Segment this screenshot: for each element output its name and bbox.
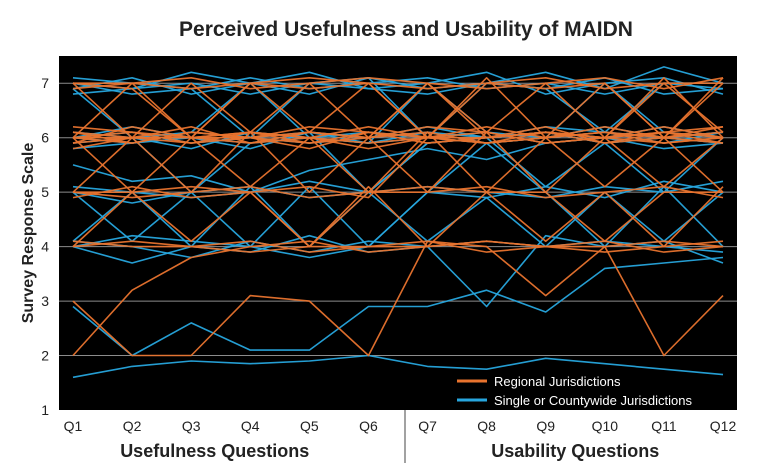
- series-line-regional: [72, 185, 724, 248]
- x-tick-label: Q4: [241, 418, 260, 434]
- series-line-regional: [73, 185, 723, 248]
- series-line-single: [72, 142, 724, 248]
- series-line-regional: [72, 131, 724, 193]
- x-tick-label: Q1: [64, 418, 83, 434]
- group-label: Usability Questions: [491, 441, 659, 461]
- x-tick-label: Q7: [418, 418, 437, 434]
- x-tick-label: Q6: [359, 418, 378, 434]
- series-line-single: [72, 354, 724, 379]
- x-tick-label: Q11: [651, 418, 677, 434]
- x-tick-label: Q10: [592, 418, 619, 434]
- series-line-regional: [72, 240, 724, 357]
- y-tick-label: 6: [41, 130, 49, 146]
- chart-title: Perceived Usefulness and Usability of MA…: [179, 18, 633, 41]
- group-label: Usefulness Questions: [120, 441, 309, 461]
- x-tick-labels: Q1 Q2 Q3 Q4 Q5 Q6 Q7 Q8 Q9 Q10 Q11 Q12: [64, 418, 737, 434]
- series-line-single: [72, 66, 724, 95]
- series-line-single: [72, 77, 724, 95]
- x-tick-label: Q12: [710, 418, 737, 434]
- series-line-regional: [72, 82, 724, 139]
- y-tick-labels: 1 2 3 4 5 6 7: [41, 75, 49, 418]
- series-line-regional: [72, 240, 724, 253]
- plot-area: [59, 56, 737, 410]
- series-line-regional: [72, 240, 724, 357]
- series-line-regional: [72, 77, 724, 90]
- group-labels: Usefulness Questions Usability Questions: [120, 441, 659, 461]
- y-tick-label: 7: [41, 75, 49, 91]
- series-line-regional: [72, 131, 724, 144]
- series-line-regional: [72, 126, 724, 144]
- series-line-single: [72, 256, 724, 357]
- x-tick-label: Q5: [300, 418, 319, 434]
- x-tick-label: Q9: [536, 418, 555, 434]
- y-tick-label: 4: [41, 239, 49, 255]
- series-line-single: [72, 136, 724, 193]
- x-tick-label: Q3: [182, 418, 201, 434]
- series-lines: [72, 66, 724, 379]
- x-tick-label: Q2: [123, 418, 142, 434]
- y-axis-label: Survey Response Scale: [20, 143, 37, 324]
- y-tick-label: 3: [41, 293, 49, 309]
- series-line-regional: [72, 131, 724, 193]
- series-line-regional: [72, 131, 724, 199]
- y-tick-label: 1: [41, 402, 49, 418]
- y-tick-label: 2: [41, 348, 49, 364]
- series-line-regional: [73, 77, 723, 90]
- x-tick-label: Q8: [477, 418, 496, 434]
- series-line-regional: [72, 131, 724, 150]
- legend-label-regional: Regional Jurisdictions: [494, 374, 621, 389]
- legend: Regional Jurisdictions Single or Countyw…: [457, 374, 692, 408]
- series-line-regional: [72, 185, 724, 199]
- y-tick-label: 5: [41, 184, 49, 200]
- legend-label-single: Single or Countywide Jurisdictions: [494, 393, 692, 408]
- series-line-regional: [72, 240, 724, 253]
